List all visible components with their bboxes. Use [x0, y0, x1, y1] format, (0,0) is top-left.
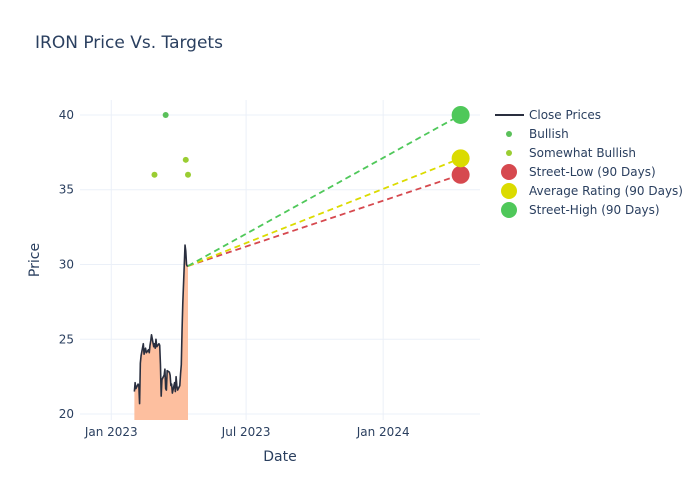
target-layer	[187, 105, 470, 267]
x-tick-label: Jul 2023	[221, 425, 271, 439]
street-high-marker	[451, 105, 470, 124]
legend-label: Somewhat Bullish	[529, 146, 636, 160]
legend-item[interactable]: Bullish	[506, 127, 569, 141]
legend-swatch-marker	[501, 202, 517, 218]
tick-layer: 20 25 30 35 40 Jan 2023 Jul 2023 Jan 2024	[59, 108, 410, 439]
legend-item[interactable]: Street-High (90 Days)	[501, 202, 660, 218]
somewhat-bullish-point	[185, 171, 192, 178]
legend-label: Bullish	[529, 127, 569, 141]
legend-swatch-dot	[506, 131, 512, 137]
y-tick-label: 20	[59, 407, 74, 421]
close-price-line	[133, 244, 189, 405]
y-tick-label: 35	[59, 183, 74, 197]
area-layer	[134, 245, 189, 420]
legend[interactable]: Close Prices Bullish Somewhat Bullish Stree…	[495, 108, 683, 218]
x-axis-title: Date	[263, 449, 296, 465]
point-layer	[151, 111, 192, 178]
legend-label: Close Prices	[529, 108, 601, 122]
legend-label: Average Rating (90 Days)	[529, 184, 683, 198]
legend-item[interactable]: Somewhat Bullish	[506, 146, 636, 160]
average-rating-line	[187, 157, 461, 267]
legend-item[interactable]: Average Rating (90 Days)	[501, 183, 683, 199]
line-layer	[133, 244, 189, 405]
average-rating-marker	[451, 149, 470, 168]
bullish-point	[162, 111, 169, 118]
legend-label: Street-High (90 Days)	[529, 203, 660, 217]
somewhat-bullish-point	[151, 171, 158, 178]
legend-item[interactable]: Close Prices	[495, 108, 601, 122]
somewhat-bullish-point	[182, 156, 189, 163]
legend-swatch-dot	[506, 150, 512, 156]
street-low-marker	[451, 165, 470, 184]
legend-label: Street-Low (90 Days)	[529, 165, 656, 179]
grid-layer	[80, 100, 480, 420]
legend-swatch-marker	[501, 164, 517, 180]
legend-item[interactable]: Street-Low (90 Days)	[501, 164, 656, 180]
y-axis-title: Price	[27, 243, 43, 277]
y-tick-label: 25	[59, 332, 74, 346]
close-price-area	[134, 245, 189, 420]
x-tick-label: Jan 2024	[356, 425, 410, 439]
legend-swatch-marker	[501, 183, 517, 199]
x-tick-label: Jan 2023	[84, 425, 138, 439]
y-tick-label: 30	[59, 257, 74, 271]
chart-title: IRON Price Vs. Targets	[35, 33, 223, 53]
street-low-line	[187, 173, 461, 267]
street-high-line	[187, 114, 462, 267]
y-tick-label: 40	[59, 108, 74, 122]
